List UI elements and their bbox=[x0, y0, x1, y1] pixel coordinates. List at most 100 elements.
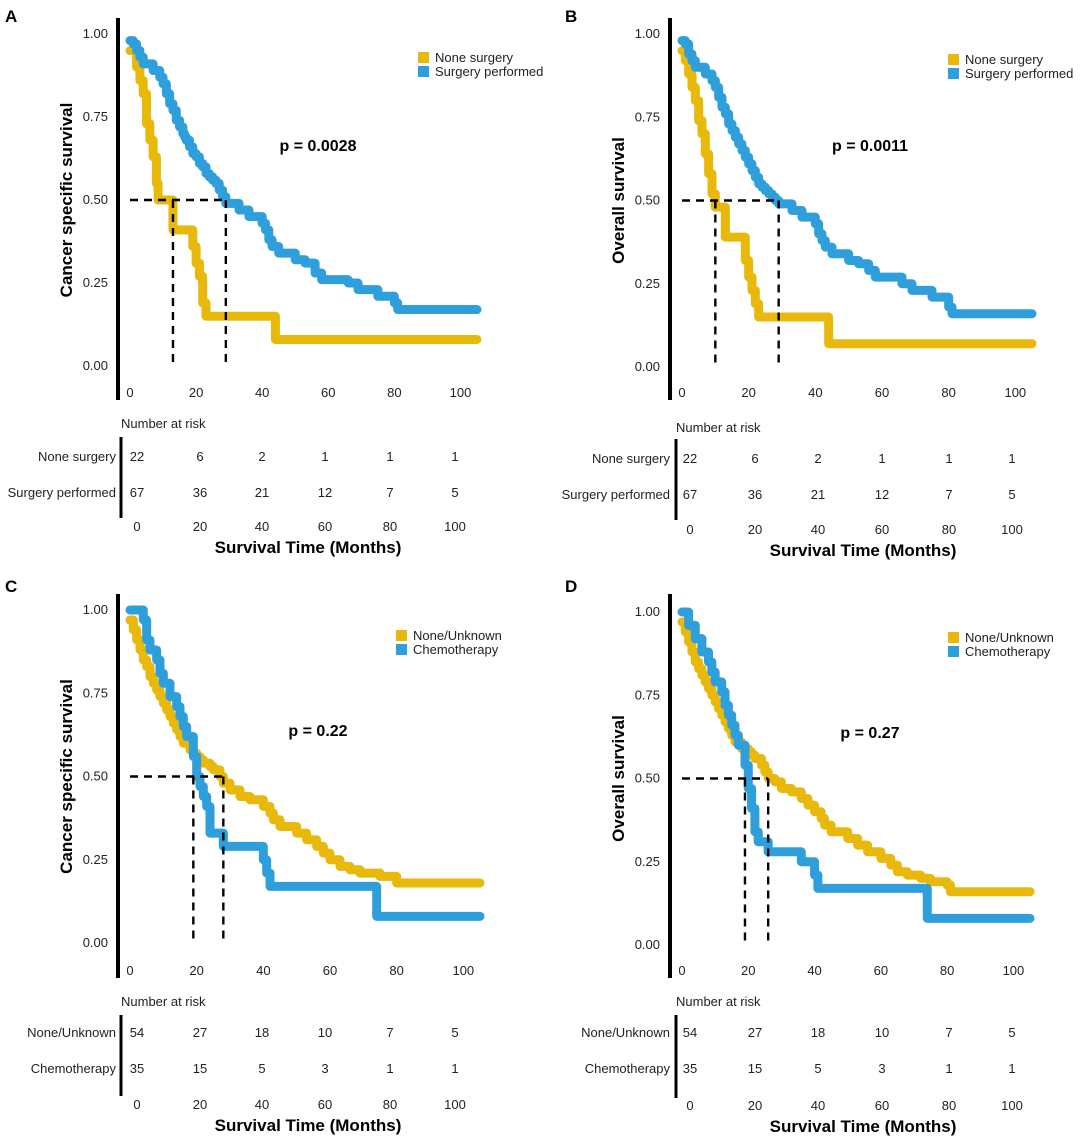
risk-count: 3 bbox=[878, 1061, 885, 1076]
risk-count: 15 bbox=[193, 1061, 207, 1076]
p-value-label: p = 0.0011 bbox=[832, 138, 908, 155]
survival-curve-series-1 bbox=[125, 46, 482, 344]
risk-x-tick-label: 60 bbox=[875, 1098, 889, 1113]
y-tick-label: 0.50 bbox=[635, 771, 660, 786]
survival-curve-series-1 bbox=[677, 46, 1037, 349]
panel-b: B0.000.250.500.751.000 20 40 60 80 100Overall… bbox=[562, 7, 1074, 560]
risk-count: 1 bbox=[1008, 1061, 1015, 1076]
x-tick-label: 60 bbox=[875, 385, 889, 400]
y-tick-label: 1.00 bbox=[83, 26, 108, 41]
risk-count: 12 bbox=[318, 485, 332, 500]
survival-curve-series-1 bbox=[677, 617, 1035, 897]
x-tick-label: 0 bbox=[678, 963, 685, 978]
x-axis-label: Survival Time (Months) bbox=[770, 541, 957, 560]
risk-count: 6 bbox=[751, 451, 758, 466]
y-tick-label: 0.00 bbox=[635, 359, 660, 374]
risk-count: 5 bbox=[258, 1061, 265, 1076]
risk-count: 1 bbox=[945, 451, 952, 466]
y-tick-label: 0.75 bbox=[635, 109, 660, 124]
y-tick-label: 0.00 bbox=[83, 935, 108, 950]
x-tick-label: 100 bbox=[450, 385, 472, 400]
risk-count: 3 bbox=[321, 1061, 328, 1076]
risk-count: 1 bbox=[451, 449, 458, 464]
x-tick-label: 40 bbox=[256, 963, 270, 978]
risk-count: 5 bbox=[451, 485, 458, 500]
survival-curve-series-2 bbox=[677, 607, 1035, 923]
legend-label: Surgery performed bbox=[965, 66, 1073, 81]
risk-count: 5 bbox=[1008, 487, 1015, 502]
panel-c: C0.000.250.500.751.000 20 40 60 80 100Cancer … bbox=[5, 577, 502, 1135]
survival-curve-series-2 bbox=[125, 605, 485, 921]
x-axis-label: Survival Time (Months) bbox=[215, 1116, 402, 1135]
x-tick-label: 40 bbox=[255, 385, 269, 400]
legend-swatch bbox=[396, 644, 407, 655]
risk-x-tick-label: 40 bbox=[811, 522, 825, 537]
y-tick-label: 1.00 bbox=[635, 26, 660, 41]
y-tick-label: 0.75 bbox=[635, 687, 660, 702]
p-value-label: p = 0.0028 bbox=[280, 138, 357, 155]
survival-curve-series-2 bbox=[125, 36, 482, 315]
risk-x-tick-label: 40 bbox=[811, 1098, 825, 1113]
x-tick-label: 60 bbox=[321, 385, 335, 400]
x-tick-label: 100 bbox=[1004, 385, 1026, 400]
risk-count: 1 bbox=[1008, 451, 1015, 466]
legend-swatch bbox=[948, 68, 959, 79]
panel-letter: B bbox=[565, 7, 577, 26]
y-axis-label: Cancer specific survival bbox=[57, 679, 76, 874]
risk-x-tick-label: 40 bbox=[255, 519, 269, 534]
risk-count: 54 bbox=[683, 1025, 697, 1040]
risk-count: 5 bbox=[814, 1061, 821, 1076]
x-tick-label: 40 bbox=[808, 385, 822, 400]
risk-count: 2 bbox=[814, 451, 821, 466]
risk-row-label: Surgery performed bbox=[562, 487, 670, 502]
panel-a: A0.000.250.500.751.000 20 40 60 80 100Cancer … bbox=[5, 7, 543, 557]
risk-x-tick-label: 60 bbox=[875, 522, 889, 537]
y-tick-label: 0.75 bbox=[83, 109, 108, 124]
risk-count: 1 bbox=[945, 1061, 952, 1076]
x-tick-label: 60 bbox=[874, 963, 888, 978]
y-axis-label: Overall survival bbox=[609, 137, 628, 264]
risk-count: 7 bbox=[945, 487, 952, 502]
risk-x-tick-label: 80 bbox=[942, 1098, 956, 1113]
risk-table-title: Number at risk bbox=[676, 420, 761, 435]
risk-x-tick-label: 0 bbox=[133, 519, 140, 534]
x-axis-label: Survival Time (Months) bbox=[215, 538, 402, 557]
risk-x-tick-label: 60 bbox=[318, 1097, 332, 1112]
legend-swatch bbox=[418, 52, 429, 63]
risk-count: 15 bbox=[748, 1061, 762, 1076]
risk-x-tick-label: 100 bbox=[1001, 1098, 1023, 1113]
risk-count: 10 bbox=[318, 1025, 332, 1040]
survival-curve-series-2 bbox=[677, 36, 1037, 319]
x-tick-label: 0 bbox=[126, 963, 133, 978]
risk-x-tick-label: 20 bbox=[748, 522, 762, 537]
legend-swatch bbox=[948, 646, 959, 657]
panel-letter: C bbox=[5, 577, 17, 596]
risk-count: 22 bbox=[683, 451, 697, 466]
legend-label: Chemotherapy bbox=[413, 642, 499, 657]
legend-swatch bbox=[418, 66, 429, 77]
risk-count: 2 bbox=[258, 449, 265, 464]
risk-x-tick-label: 80 bbox=[383, 1097, 397, 1112]
risk-table-title: Number at risk bbox=[121, 416, 206, 431]
x-tick-label: 80 bbox=[940, 963, 954, 978]
x-tick-label: 20 bbox=[741, 963, 755, 978]
x-tick-label: 0 bbox=[678, 385, 685, 400]
legend-label: Chemotherapy bbox=[965, 644, 1051, 659]
y-tick-label: 0.00 bbox=[635, 937, 660, 952]
risk-count: 36 bbox=[748, 487, 762, 502]
risk-x-tick-label: 20 bbox=[193, 1097, 207, 1112]
risk-count: 7 bbox=[945, 1025, 952, 1040]
panel-letter: A bbox=[5, 7, 17, 26]
y-tick-label: 0.75 bbox=[83, 685, 108, 700]
x-tick-label: 60 bbox=[323, 963, 337, 978]
risk-row-label: Surgery performed bbox=[8, 485, 116, 500]
y-tick-label: 0.25 bbox=[635, 854, 660, 869]
y-axis-label: Cancer specific survival bbox=[57, 103, 76, 298]
survival-curve-series-1 bbox=[125, 615, 485, 888]
risk-count: 7 bbox=[386, 485, 393, 500]
risk-count: 1 bbox=[878, 451, 885, 466]
y-tick-label: 0.50 bbox=[83, 192, 108, 207]
risk-row-label: None surgery bbox=[592, 451, 671, 466]
risk-x-tick-label: 0 bbox=[686, 1098, 693, 1113]
